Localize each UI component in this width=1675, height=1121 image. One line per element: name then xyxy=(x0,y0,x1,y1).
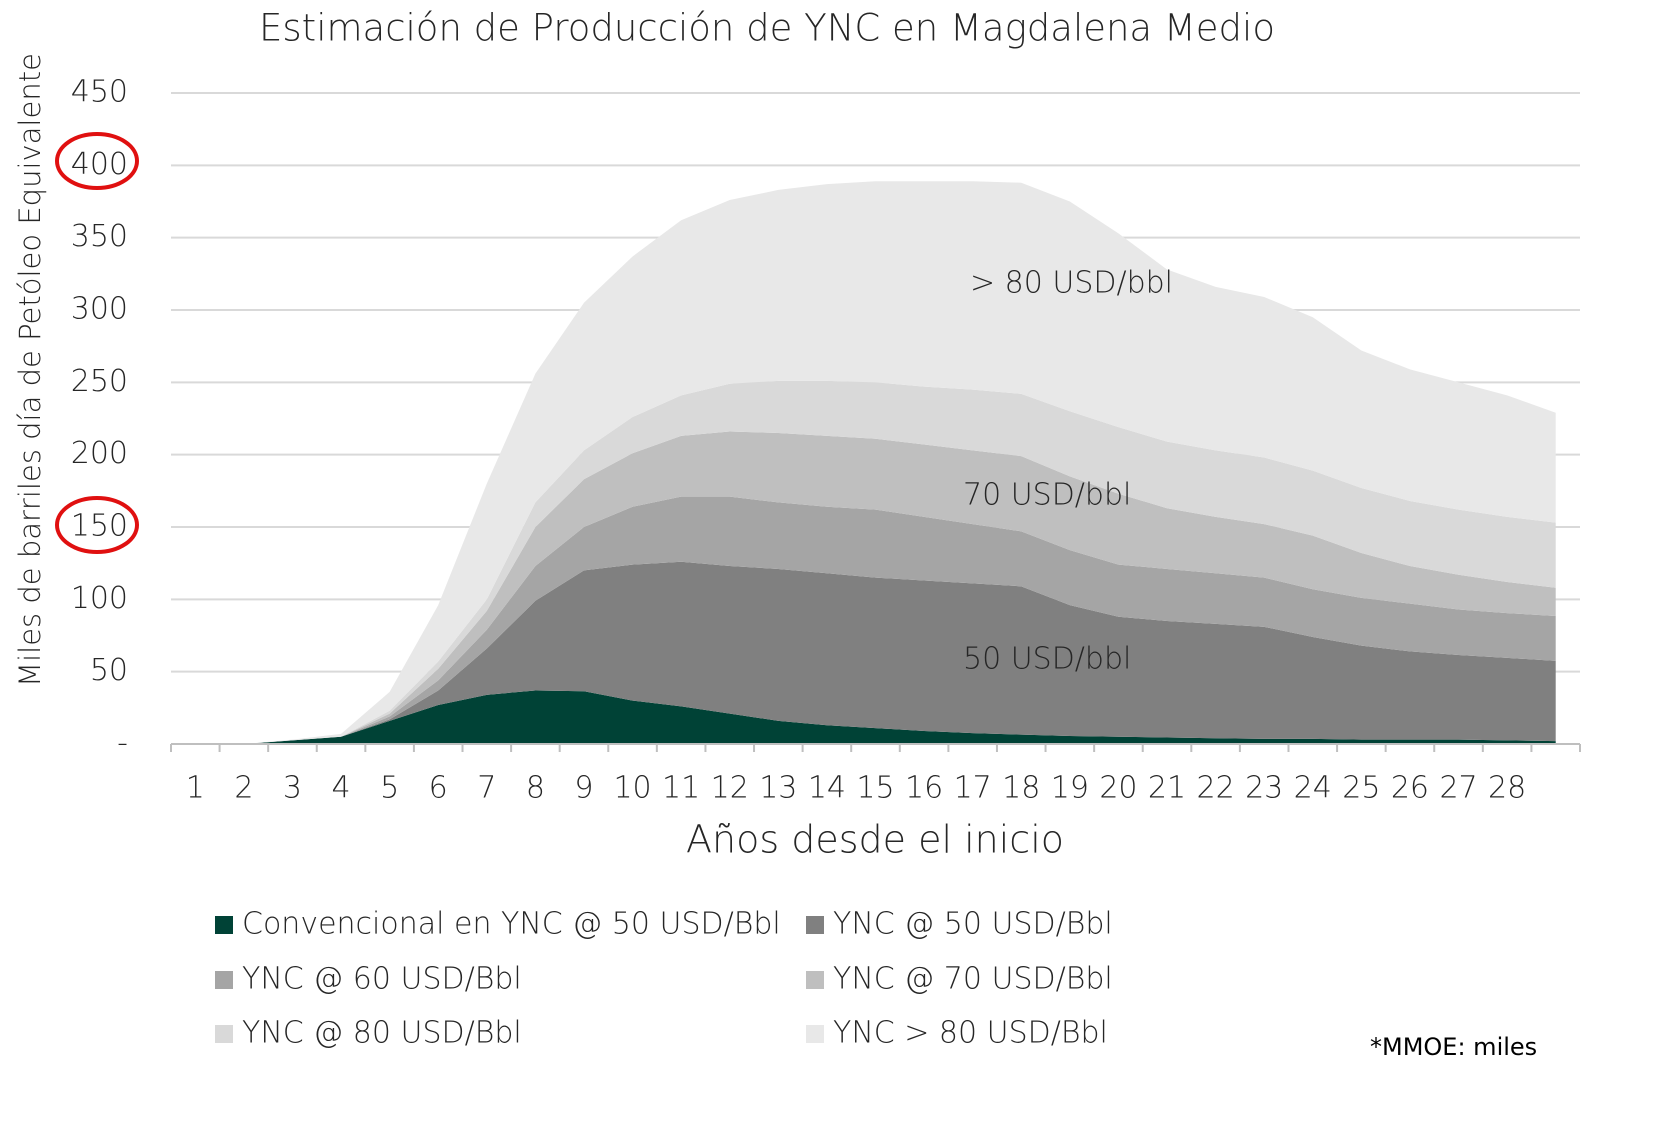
x-tick-label: 19 xyxy=(1051,771,1089,806)
y-tick-label: 450 xyxy=(71,75,128,110)
y-tick-label: - xyxy=(117,726,128,761)
annotation: 70 USD/bbl xyxy=(963,478,1131,513)
x-tick-label: 12 xyxy=(711,771,749,806)
y-tick-label: 50 xyxy=(90,653,128,688)
x-tick-label: 16 xyxy=(905,771,943,806)
x-tick-label: 14 xyxy=(808,771,846,806)
chart-title: Estimación de Producción de YNC en Magda… xyxy=(259,7,1275,50)
x-tick-label: 6 xyxy=(429,771,448,806)
area xyxy=(195,181,1556,744)
x-tick-label: 26 xyxy=(1391,771,1429,806)
legend-label: YNC > 80 USD/Bbl xyxy=(833,1016,1108,1051)
legend-swatch xyxy=(806,971,824,989)
legend-label: YNC @ 50 USD/Bbl xyxy=(833,907,1113,942)
highlight-circle xyxy=(55,496,139,554)
x-tick-label: 13 xyxy=(759,771,797,806)
legend-label: YNC @ 60 USD/Bbl xyxy=(242,962,522,997)
legend-swatch xyxy=(806,1025,824,1043)
x-tick-label: 20 xyxy=(1099,771,1137,806)
area xyxy=(195,380,1556,744)
annotation: > 80 USD/bbl xyxy=(970,266,1173,301)
y-tick-label: 200 xyxy=(71,436,128,471)
y-tick-label: 150 xyxy=(71,509,128,544)
legend-label: Convencional en YNC @ 50 USD/Bbl xyxy=(242,907,781,942)
legend-label: YNC @ 80 USD/Bbl xyxy=(242,1016,522,1051)
x-tick-label: 10 xyxy=(613,771,651,806)
x-tick-label: 22 xyxy=(1197,771,1235,806)
area xyxy=(195,561,1556,744)
x-tick-label: 24 xyxy=(1294,771,1332,806)
x-tick-label: 15 xyxy=(856,771,894,806)
legend-swatch xyxy=(215,971,233,989)
y-tick-label: 350 xyxy=(71,219,128,254)
x-tick-label: 21 xyxy=(1148,771,1186,806)
plot-area xyxy=(171,92,1580,744)
area xyxy=(195,690,1556,744)
x-tick-label: 17 xyxy=(954,771,992,806)
x-tick-label: 28 xyxy=(1488,771,1526,806)
area xyxy=(195,431,1556,744)
y-axis-title: Miles de barriles día de Petóleo Equival… xyxy=(13,53,47,687)
footnote: *MMOE: miles xyxy=(1370,1033,1537,1061)
legend-swatch xyxy=(215,1025,233,1043)
y-tick-label: 400 xyxy=(71,147,128,182)
x-tick-label: 8 xyxy=(526,771,545,806)
highlight-circle xyxy=(55,132,139,190)
x-tick-label: 25 xyxy=(1342,771,1380,806)
legend-swatch xyxy=(215,916,233,934)
x-tick-label: 1 xyxy=(186,771,205,806)
x-tick-label: 18 xyxy=(1002,771,1040,806)
y-tick-label: 250 xyxy=(71,364,128,399)
legend-swatch xyxy=(806,916,824,934)
y-tick-label: 300 xyxy=(71,292,128,327)
x-tick-label: 9 xyxy=(574,771,593,806)
x-tick-label: 7 xyxy=(477,771,496,806)
annotation: 50 USD/bbl xyxy=(963,642,1131,677)
x-tick-label: 23 xyxy=(1245,771,1283,806)
legend-label: YNC @ 70 USD/Bbl xyxy=(833,962,1113,997)
x-tick-label: 4 xyxy=(332,771,351,806)
area xyxy=(195,496,1556,744)
x-tick-label: 3 xyxy=(283,771,302,806)
x-tick-label: 2 xyxy=(234,771,253,806)
y-tick-label: 100 xyxy=(71,581,128,616)
x-tick-label: 27 xyxy=(1439,771,1477,806)
x-axis-title: Años desde el inicio xyxy=(686,818,1064,862)
x-tick-label: 11 xyxy=(662,771,700,806)
x-tick-label: 5 xyxy=(380,771,399,806)
